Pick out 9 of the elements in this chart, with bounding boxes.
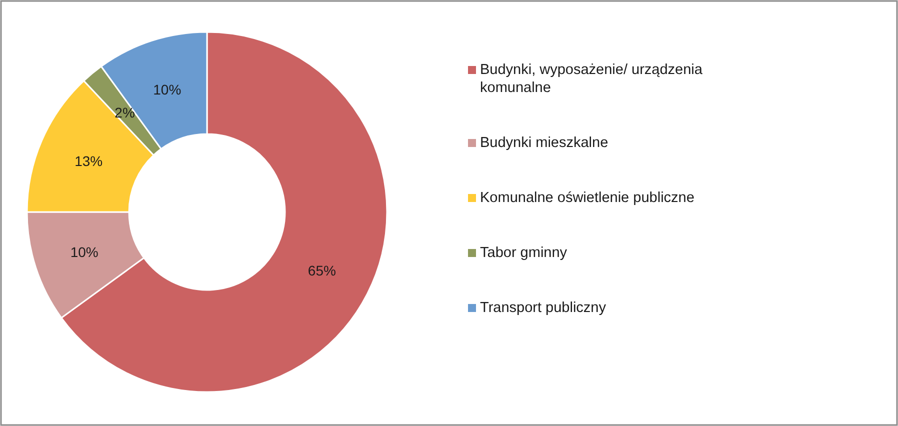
data-label: 13%: [74, 152, 103, 169]
legend-label: Budynki mieszkalne: [480, 135, 608, 151]
legend-label: Tabor gminny: [480, 245, 568, 261]
data-label: 10%: [153, 81, 182, 98]
legend-label: Komunalne oświetlenie publiczne: [480, 190, 694, 206]
legend-label: Budynki, wyposażenie/ urządzenia komunalne: [480, 62, 704, 96]
data-label: 65%: [308, 262, 336, 279]
legend-label: Transport publiczny: [480, 300, 607, 316]
data-label: 10%: [70, 244, 98, 260]
